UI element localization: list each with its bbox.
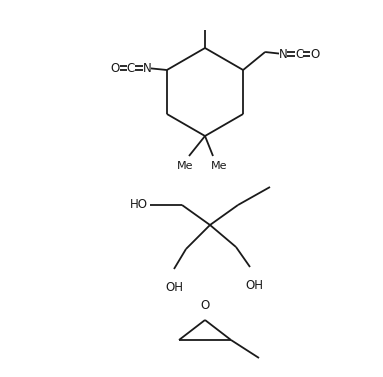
Text: C: C xyxy=(295,48,303,60)
Text: OH: OH xyxy=(245,279,263,292)
Text: N: N xyxy=(279,48,288,60)
Text: O: O xyxy=(200,299,210,312)
Text: Me: Me xyxy=(177,161,193,171)
Text: O: O xyxy=(110,61,119,75)
Text: C: C xyxy=(127,61,135,75)
Text: N: N xyxy=(142,61,151,75)
Text: O: O xyxy=(311,48,320,60)
Text: HO: HO xyxy=(130,199,148,211)
Text: Me: Me xyxy=(211,161,227,171)
Text: OH: OH xyxy=(165,281,183,294)
